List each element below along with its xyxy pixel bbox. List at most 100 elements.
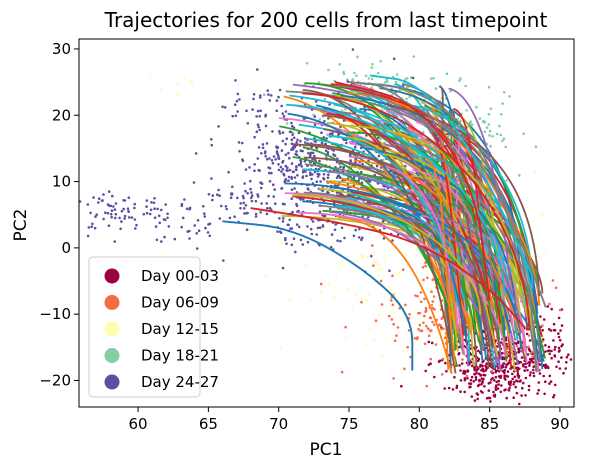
data-point <box>416 336 419 339</box>
data-point <box>155 238 159 242</box>
data-point <box>231 185 234 189</box>
data-point <box>490 378 493 381</box>
data-point <box>306 240 310 244</box>
data-point <box>277 95 280 99</box>
data-point <box>87 226 91 229</box>
data-point <box>516 369 519 373</box>
data-point <box>331 132 334 135</box>
data-point <box>290 243 294 247</box>
data-point <box>481 360 484 364</box>
data-point <box>282 174 286 177</box>
trajectory-line <box>424 156 457 366</box>
data-point <box>257 146 261 149</box>
data-point <box>273 188 277 191</box>
legend-marker <box>104 268 120 284</box>
data-point <box>440 329 444 333</box>
x-tick-label: 80 <box>410 415 429 433</box>
data-point <box>398 271 401 275</box>
data-point <box>507 380 511 384</box>
data-point <box>92 196 95 199</box>
data-point <box>91 222 94 226</box>
data-point <box>432 76 435 80</box>
data-point <box>220 204 223 208</box>
data-point <box>339 176 342 180</box>
data-point <box>344 325 347 329</box>
data-point <box>280 104 284 108</box>
data-point <box>498 124 501 128</box>
data-point <box>280 149 284 152</box>
data-point <box>258 169 261 172</box>
data-point <box>550 356 553 360</box>
data-point <box>404 303 407 307</box>
data-point <box>315 180 319 183</box>
data-point <box>392 311 396 314</box>
data-point <box>246 192 249 195</box>
data-point <box>302 117 306 121</box>
data-point <box>328 207 332 211</box>
data-point <box>278 217 281 220</box>
data-point <box>538 363 542 366</box>
data-point <box>208 234 212 238</box>
data-point <box>111 194 114 198</box>
data-point <box>272 183 275 186</box>
data-point <box>541 324 544 327</box>
data-point <box>417 328 420 331</box>
data-point <box>142 212 146 216</box>
data-point <box>160 240 163 243</box>
data-point <box>119 227 122 231</box>
data-point <box>127 210 130 213</box>
data-point <box>439 324 442 327</box>
data-point <box>148 73 152 77</box>
data-point <box>523 369 526 372</box>
data-point <box>357 236 361 239</box>
data-point <box>275 109 279 113</box>
data-point <box>268 99 272 102</box>
data-point <box>489 107 493 110</box>
y-tick-label: 0 <box>61 239 71 257</box>
data-point <box>153 197 156 200</box>
data-point <box>383 81 387 84</box>
data-point <box>336 239 339 242</box>
data-point <box>380 303 384 306</box>
data-point <box>394 80 398 84</box>
data-point <box>385 78 389 81</box>
legend-box <box>88 256 201 398</box>
data-point <box>352 234 356 238</box>
legend-marker <box>104 295 120 310</box>
data-point <box>504 388 507 391</box>
data-point <box>287 175 291 179</box>
data-point <box>79 200 82 203</box>
data-point <box>296 210 299 213</box>
data-point <box>547 345 551 349</box>
data-point <box>288 218 292 222</box>
data-point <box>164 203 167 206</box>
data-point <box>265 142 269 145</box>
data-point <box>280 170 283 173</box>
data-point <box>515 342 518 346</box>
data-point <box>295 223 299 226</box>
data-point <box>156 207 159 211</box>
data-point <box>223 106 227 109</box>
data-point <box>474 378 478 381</box>
data-point <box>346 288 349 291</box>
data-point <box>123 217 126 220</box>
data-point <box>252 97 255 101</box>
data-point <box>530 359 534 362</box>
data-point <box>189 80 192 83</box>
data-point <box>224 205 228 208</box>
data-point <box>441 357 445 361</box>
data-point <box>114 202 118 205</box>
data-point <box>465 374 469 378</box>
data-point <box>422 321 425 325</box>
data-point <box>379 267 383 271</box>
data-point <box>553 348 556 351</box>
data-point <box>451 388 455 391</box>
data-point <box>373 251 376 254</box>
data-point <box>425 384 429 388</box>
data-point <box>514 385 517 389</box>
data-point <box>430 77 433 80</box>
data-point <box>542 374 545 378</box>
data-point <box>377 263 380 267</box>
data-point <box>267 194 270 198</box>
data-point <box>90 225 93 228</box>
